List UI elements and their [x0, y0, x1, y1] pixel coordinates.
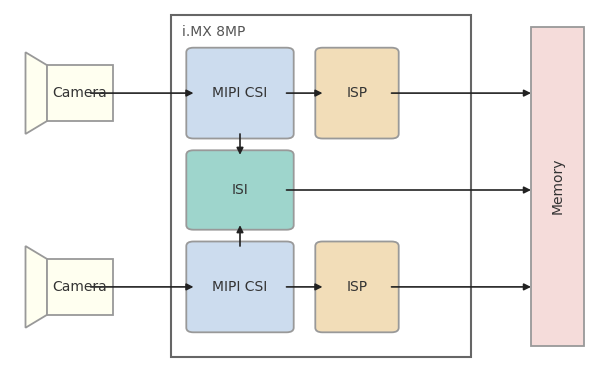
- Text: Camera: Camera: [52, 86, 107, 100]
- FancyBboxPatch shape: [187, 242, 294, 332]
- Text: Memory: Memory: [550, 158, 565, 214]
- FancyBboxPatch shape: [187, 48, 294, 139]
- Text: ISP: ISP: [346, 280, 368, 294]
- Text: MIPI CSI: MIPI CSI: [212, 280, 268, 294]
- FancyBboxPatch shape: [47, 65, 113, 121]
- FancyBboxPatch shape: [47, 259, 113, 315]
- Text: ISP: ISP: [346, 86, 368, 100]
- FancyBboxPatch shape: [171, 15, 471, 357]
- FancyBboxPatch shape: [531, 27, 584, 346]
- Polygon shape: [26, 52, 47, 134]
- Text: ISI: ISI: [232, 183, 248, 197]
- FancyBboxPatch shape: [187, 150, 294, 230]
- FancyBboxPatch shape: [316, 242, 398, 332]
- Polygon shape: [26, 246, 47, 328]
- FancyBboxPatch shape: [316, 48, 398, 139]
- Text: i.MX 8MP: i.MX 8MP: [182, 25, 245, 39]
- Text: Camera: Camera: [52, 280, 107, 294]
- Text: MIPI CSI: MIPI CSI: [212, 86, 268, 100]
